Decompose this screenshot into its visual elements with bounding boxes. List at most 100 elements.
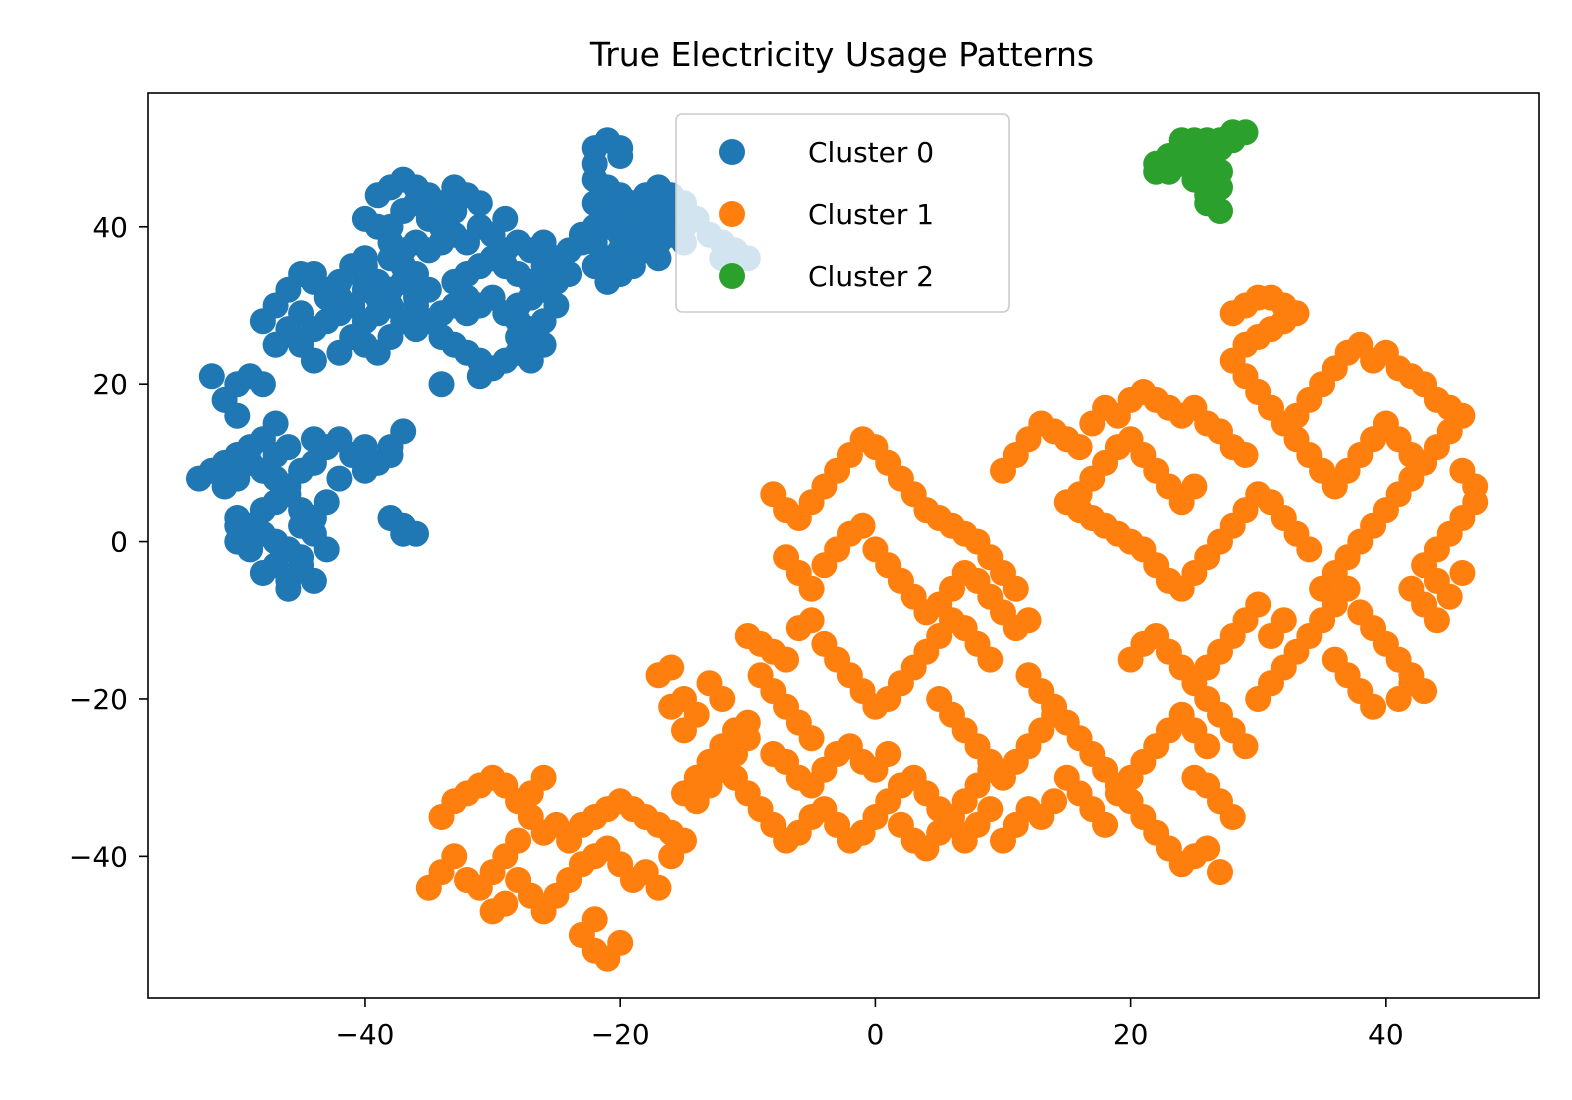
data-point — [479, 898, 506, 925]
data-point — [300, 426, 327, 453]
data-point — [1092, 811, 1119, 838]
data-point — [1219, 127, 1246, 154]
data-point — [288, 552, 315, 579]
data-point — [1207, 198, 1233, 224]
data-point — [1449, 560, 1476, 586]
data-point — [326, 465, 353, 492]
data-point — [1194, 733, 1221, 760]
data-point — [224, 402, 251, 429]
data-point — [798, 575, 825, 602]
series-cluster-1 — [415, 284, 1489, 972]
data-point — [390, 418, 417, 445]
data-point — [1015, 607, 1042, 634]
data-point — [1168, 127, 1195, 154]
data-point — [1270, 607, 1297, 634]
data-point — [607, 929, 634, 956]
data-point — [977, 796, 1004, 823]
data-point — [505, 324, 532, 350]
data-point — [671, 717, 697, 744]
data-point — [1321, 646, 1348, 673]
data-point — [594, 182, 621, 209]
data-point — [1181, 764, 1208, 791]
data-point — [798, 725, 825, 752]
data-point — [492, 205, 519, 232]
data-point — [581, 906, 608, 933]
data-point — [249, 371, 276, 398]
data-point — [403, 316, 429, 343]
data-point — [645, 245, 672, 272]
data-point — [849, 512, 876, 539]
data-point — [581, 253, 608, 280]
data-point — [403, 284, 429, 311]
data-point — [1066, 434, 1093, 461]
data-point — [262, 442, 289, 468]
data-point — [683, 788, 710, 815]
legend-label-cluster-2: Cluster 2 — [808, 260, 934, 293]
data-point — [390, 198, 417, 224]
data-point — [798, 607, 825, 634]
data-point — [1436, 583, 1463, 610]
y-tick-label: 20 — [92, 368, 128, 401]
legend-marker-cluster-1 — [719, 201, 745, 227]
data-point — [313, 489, 340, 516]
data-point — [517, 780, 544, 807]
data-point — [1041, 701, 1068, 728]
data-point — [224, 512, 251, 539]
data-point — [1283, 426, 1310, 453]
data-point — [300, 347, 327, 374]
data-point — [1296, 536, 1323, 563]
y-tick-label: −20 — [69, 683, 128, 716]
data-point — [441, 198, 468, 224]
data-point — [1002, 575, 1029, 602]
data-point — [441, 292, 468, 319]
data-point — [351, 245, 378, 272]
data-point — [441, 843, 468, 870]
data-point — [1194, 835, 1221, 862]
series-cluster-2 — [1143, 119, 1259, 224]
data-point — [186, 465, 212, 492]
data-point — [390, 520, 417, 547]
data-point — [198, 363, 225, 390]
data-point — [1066, 481, 1093, 508]
y-tick-label: −40 — [69, 840, 128, 873]
data-point — [1207, 859, 1233, 886]
data-point — [1194, 654, 1221, 681]
x-tick-label: 40 — [1368, 1018, 1404, 1051]
data-point — [505, 827, 532, 854]
data-point — [773, 646, 800, 673]
data-point — [594, 213, 621, 240]
data-point — [619, 253, 646, 280]
data-point — [607, 143, 634, 169]
data-point — [1181, 473, 1208, 500]
data-point — [466, 363, 493, 390]
data-point — [977, 756, 1004, 783]
data-point — [466, 190, 493, 217]
data-point — [671, 827, 697, 854]
data-point — [275, 575, 302, 602]
data-point — [1385, 686, 1412, 712]
data-point — [288, 512, 315, 539]
data-point — [1232, 442, 1259, 468]
data-point — [696, 670, 723, 697]
data-point — [377, 442, 404, 468]
y-tick-label: 0 — [110, 526, 128, 559]
data-point — [1041, 788, 1068, 815]
data-point — [1207, 158, 1233, 185]
x-tick-label: 0 — [866, 1018, 884, 1051]
x-tick-label: 20 — [1113, 1018, 1149, 1051]
data-point — [249, 560, 276, 586]
legend: Cluster 0 Cluster 1 Cluster 2 — [675, 113, 1010, 313]
data-point — [977, 646, 1004, 673]
chart-title: True Electricity Usage Patterns — [589, 35, 1094, 74]
legend-label-cluster-0: Cluster 0 — [808, 136, 934, 169]
data-point — [645, 874, 672, 901]
data-point — [377, 276, 404, 303]
data-point — [351, 434, 378, 461]
legend-frame — [675, 113, 1010, 313]
data-point — [1232, 733, 1259, 760]
points-layer — [186, 119, 1489, 972]
data-point — [1143, 158, 1170, 185]
data-point — [619, 205, 646, 232]
x-tick-label: −20 — [591, 1018, 650, 1051]
data-point — [1398, 575, 1425, 602]
